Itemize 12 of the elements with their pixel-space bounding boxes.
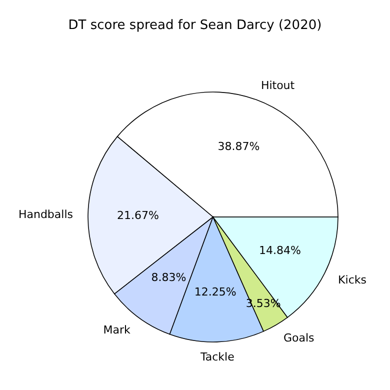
slice-label: Goals: [283, 331, 315, 344]
data-label: 12.25%: [194, 285, 236, 298]
slice-label: Tackle: [199, 350, 235, 364]
slice-label: Mark: [103, 324, 132, 337]
data-label: 8.83%: [151, 271, 186, 284]
slice-label: Kicks: [338, 273, 367, 286]
data-label: 21.67%: [117, 209, 159, 222]
data-label: 14.84%: [259, 244, 301, 258]
slice-label: Handballs: [18, 208, 74, 221]
slice-label: Hitout: [260, 78, 296, 92]
data-label: 38.87%: [218, 140, 260, 154]
chart-title: DT score spread for Sean Darcy (2020): [67, 17, 323, 35]
